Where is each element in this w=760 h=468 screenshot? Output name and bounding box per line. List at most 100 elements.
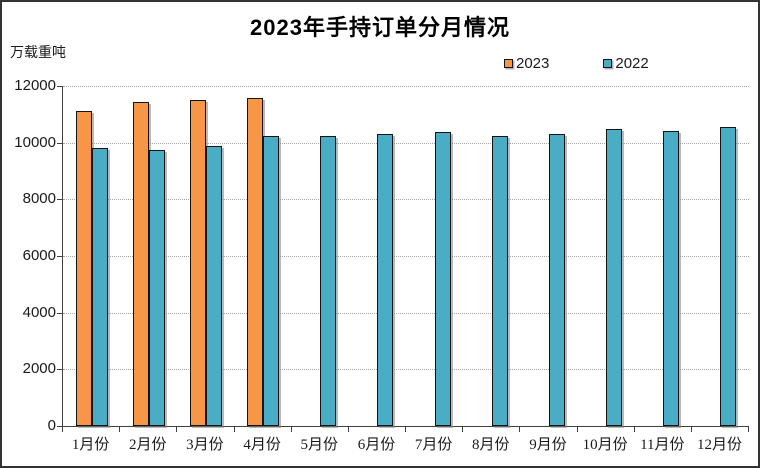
- y-axis-unit-label: 万载重吨: [10, 44, 66, 60]
- y-axis-label: 2000: [22, 360, 56, 378]
- x-axis-label-7月份: 7月份: [414, 437, 453, 453]
- y-axis-label: 12000: [14, 77, 56, 94]
- x-tick-mark: [462, 427, 464, 432]
- bar-2022-6月份: [377, 134, 394, 426]
- gridline-10000: [63, 142, 749, 144]
- x-axis-label-2月份: 2月份: [129, 437, 167, 453]
- bar-2022-5月份: [320, 135, 337, 426]
- bar-slot: [91, 148, 108, 426]
- category-cell-7月份: [406, 86, 463, 426]
- x-axis-label-3月份: 3月份: [186, 437, 224, 453]
- legend-label: 2023: [516, 55, 550, 72]
- bar-slot: [663, 131, 680, 426]
- y-axis-label: 4000: [22, 303, 56, 321]
- bar-2023-2月份: [132, 101, 149, 426]
- bar-slot: [75, 110, 92, 426]
- bar-slot: [148, 149, 165, 426]
- bar-2022-2月份: [148, 149, 165, 426]
- x-axis-label-1月份: 1月份: [71, 437, 110, 453]
- bar-2022-9月份: [548, 134, 565, 426]
- bar-2022-11月份: [663, 131, 680, 426]
- legend-marker-icon: [603, 59, 613, 68]
- gridline-12000: [63, 86, 749, 87]
- gridline-2000: [63, 369, 749, 371]
- bar-2022-1月份: [91, 148, 108, 426]
- x-axis-label-12月份: 12月份: [696, 437, 742, 453]
- bar-slot: [189, 99, 206, 426]
- bar-slot: [606, 128, 623, 426]
- x-tick-mark: [633, 427, 635, 432]
- bar-slot: [320, 135, 337, 426]
- y-tick-mark: [57, 199, 62, 201]
- x-tick-mark: [748, 427, 749, 432]
- category-cell-3月份: [177, 86, 234, 426]
- bar-2023-1月份: [75, 110, 92, 426]
- y-axis-label: 0: [47, 417, 56, 434]
- y-tick-mark: [57, 369, 62, 371]
- x-tick-mark: [347, 427, 349, 432]
- legend-marker-icon: [504, 59, 513, 68]
- legend-item-2022: 2022: [603, 55, 649, 72]
- bar-slot: [720, 126, 737, 426]
- y-tick-mark: [57, 86, 62, 87]
- chart-title: 2023年手持订单分月情况: [250, 15, 510, 40]
- bar-slot: [434, 132, 451, 426]
- bar-2022-3月份: [205, 146, 222, 426]
- y-tick-mark: [57, 312, 62, 314]
- legend-item-2023: 2023: [504, 55, 549, 72]
- x-axis-label-4月份: 4月份: [243, 437, 281, 453]
- bar-slot: [491, 135, 508, 426]
- y-axis-label: 8000: [22, 190, 56, 208]
- y-tick-mark: [57, 426, 62, 427]
- x-tick-mark: [62, 427, 63, 432]
- x-axis-label-10月份: 10月份: [582, 437, 628, 453]
- plot-area: [62, 86, 749, 427]
- category-cell-12月份: [692, 86, 749, 426]
- legend-label: 2022: [615, 55, 649, 72]
- y-tick-mark: [57, 256, 62, 257]
- x-axis-label-6月份: 6月份: [357, 437, 396, 453]
- x-axis-label-8月份: 8月份: [472, 437, 510, 453]
- gridline-6000: [63, 256, 749, 257]
- category-cell-11月份: [635, 86, 692, 426]
- x-axis-label-9月份: 9月份: [529, 437, 567, 453]
- bar-2022-12月份: [720, 126, 737, 426]
- bar-slot: [548, 134, 565, 426]
- x-axis-label-11月份: 11月份: [640, 437, 685, 453]
- bar-slot: [132, 101, 149, 426]
- bar-2023-3月份: [189, 99, 206, 426]
- bar-2022-4月份: [263, 136, 280, 426]
- bars-container: [63, 86, 749, 426]
- bar-slot: [247, 98, 264, 426]
- category-cell-10月份: [578, 86, 635, 426]
- category-cell-6月份: [349, 86, 406, 426]
- bar-2023-4月份: [247, 98, 264, 426]
- category-cell-2月份: [120, 86, 177, 426]
- x-tick-mark: [576, 427, 578, 432]
- x-tick-mark: [519, 427, 521, 432]
- x-tick-mark: [690, 427, 692, 432]
- category-cell-1月份: [63, 86, 120, 426]
- legend: 2023 2022: [504, 55, 649, 72]
- gridline-4000: [63, 312, 749, 314]
- x-axis-label-5月份: 5月份: [300, 437, 339, 453]
- category-cell-9月份: [520, 86, 577, 426]
- bar-2022-8月份: [491, 135, 508, 426]
- x-tick-mark: [290, 427, 292, 432]
- x-tick-mark: [233, 427, 235, 432]
- category-cell-4月份: [235, 86, 292, 426]
- x-tick-mark: [176, 427, 178, 432]
- y-tick-mark: [57, 142, 62, 144]
- x-tick-mark: [405, 427, 406, 432]
- bar-slot: [205, 146, 222, 426]
- y-axis-label: 6000: [22, 247, 56, 264]
- bar-slot: [263, 136, 280, 426]
- x-tick-mark: [119, 427, 121, 432]
- y-axis-label: 10000: [14, 133, 56, 151]
- gridline-8000: [63, 199, 749, 201]
- bar-slot: [377, 134, 394, 426]
- bar-2022-10月份: [606, 128, 623, 426]
- x-axis-labels: 1月份 2月份 3月份 4月份 5月份 6月份 7月份 8月份 9月份 10月份 11月份 12月份: [62, 433, 748, 453]
- category-cell-5月份: [292, 86, 349, 426]
